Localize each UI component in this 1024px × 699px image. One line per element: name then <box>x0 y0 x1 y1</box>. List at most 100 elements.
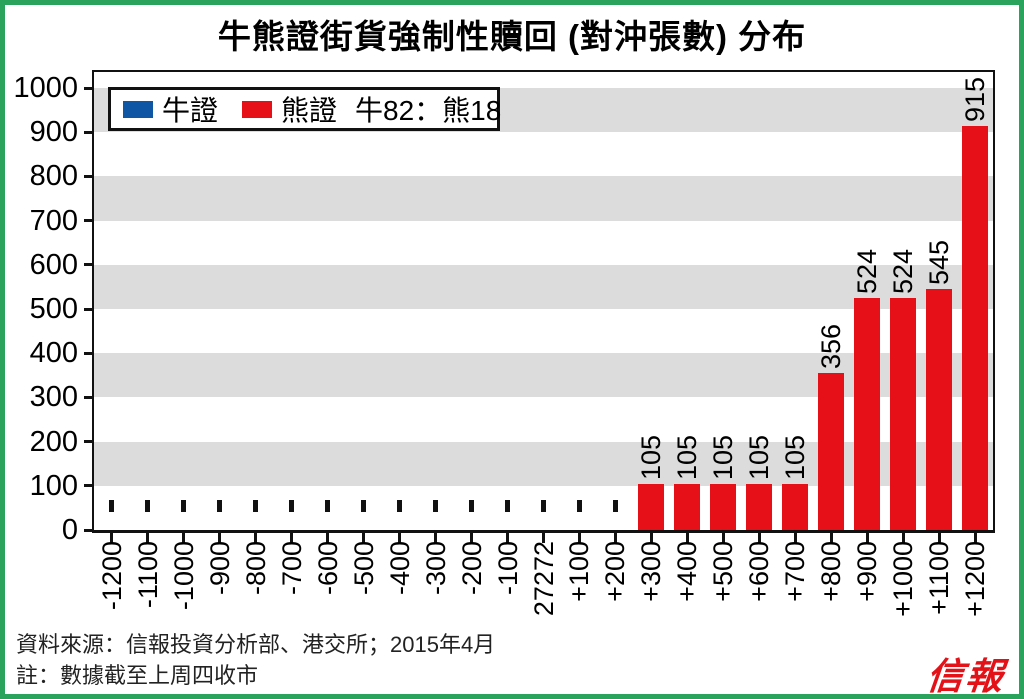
x-axis-label: +1200 <box>960 541 991 617</box>
x-axis-tick <box>362 533 366 543</box>
bear-bar <box>890 298 917 530</box>
grid-band <box>94 176 993 221</box>
x-axis-label: +1100 <box>924 541 955 615</box>
x-axis-tick <box>721 533 725 543</box>
x-axis-label: +500 <box>708 541 739 602</box>
x-axis-label: +300 <box>636 541 667 602</box>
plot-area: 105 105 105 105 105 356 524 524 545 915 <box>92 70 995 533</box>
x-axis-tick <box>326 533 330 543</box>
null-value-dash <box>612 499 618 512</box>
x-axis-tick <box>685 533 689 543</box>
x-axis-label: -800 <box>240 541 271 596</box>
x-axis-label: -200 <box>456 541 487 596</box>
x-axis-tick <box>290 533 294 543</box>
x-axis-label: +900 <box>852 541 883 602</box>
bar-value-label: 915 <box>960 76 991 122</box>
x-axis-label: -300 <box>420 541 451 596</box>
y-axis-tick <box>84 219 92 223</box>
x-axis-label: +200 <box>600 541 631 602</box>
bear-series-label: 熊證 <box>281 95 338 126</box>
null-value-dash <box>253 499 259 512</box>
x-axis-tick <box>182 533 186 543</box>
x-axis-label: +100 <box>564 541 595 602</box>
null-value-dash <box>325 499 331 512</box>
x-axis-label: -100 <box>492 541 523 596</box>
x-axis-tick <box>218 533 222 543</box>
x-axis-tick <box>757 533 761 543</box>
bear-bar <box>674 483 701 530</box>
y-axis-label: 400 <box>29 337 78 370</box>
bear-bar <box>962 125 989 530</box>
x-axis-tick <box>649 533 653 543</box>
x-axis-label: -400 <box>384 541 415 596</box>
null-value-dash <box>145 499 151 512</box>
bear-series-swatch <box>242 100 273 118</box>
y-axis-tick <box>84 395 92 399</box>
x-axis-label: -900 <box>204 541 235 596</box>
x-axis-tick <box>937 533 941 543</box>
x-axis-tick <box>506 533 510 543</box>
x-axis-label: -1000 <box>168 541 199 611</box>
data-source-text: 資料來源：信報投資分析部、港交所；2015年4月 <box>16 632 496 657</box>
bar-value-label: 524 <box>852 249 883 295</box>
bear-bar <box>782 483 809 530</box>
x-axis-tick <box>973 533 977 543</box>
y-axis-tick <box>84 174 92 178</box>
y-axis-tick <box>84 528 92 532</box>
y-axis-label: 100 <box>29 469 78 502</box>
x-axis-tick <box>434 533 438 543</box>
null-value-dash <box>397 499 403 512</box>
null-value-dash <box>505 499 511 512</box>
bull-bear-ratio-label: 牛82：熊18 <box>355 95 502 126</box>
hkej-logo: 信報 <box>924 654 1007 698</box>
y-axis-label: 600 <box>29 248 78 281</box>
bear-bar <box>854 298 881 530</box>
x-axis-tick <box>829 533 833 543</box>
x-axis-label: -500 <box>348 541 379 596</box>
y-axis-label: 300 <box>29 381 78 414</box>
bull-series-label: 牛證 <box>162 95 219 126</box>
x-axis-tick <box>110 533 114 543</box>
x-axis-label: +1000 <box>888 541 919 617</box>
bar-value-label: 105 <box>744 434 775 480</box>
grid-band <box>94 264 993 309</box>
null-value-dash <box>109 499 115 512</box>
bull-series-swatch <box>123 100 153 118</box>
null-value-dash <box>181 499 187 512</box>
bear-bar <box>710 483 737 530</box>
x-axis-label: -600 <box>312 541 343 596</box>
x-axis-label: -700 <box>276 541 307 596</box>
y-axis-label: 0 <box>61 514 78 546</box>
null-value-dash <box>469 499 475 512</box>
y-axis-label: 800 <box>29 160 78 193</box>
null-value-dash <box>361 499 367 512</box>
x-axis-tick <box>146 533 150 543</box>
null-value-dash <box>217 499 223 512</box>
y-axis-tick <box>84 440 92 444</box>
chart-title: 牛熊證街貨強制性贖回 (對沖張數) 分布 <box>217 18 807 55</box>
bear-bar <box>926 289 953 530</box>
x-axis-label: 27272 <box>528 541 559 617</box>
y-axis-label: 900 <box>29 116 78 149</box>
y-axis-tick <box>84 351 92 355</box>
x-axis-tick <box>613 533 617 543</box>
bar-value-label: 524 <box>888 249 919 295</box>
x-axis-tick <box>865 533 869 543</box>
x-axis-tick <box>901 533 905 543</box>
y-axis-tick <box>84 307 92 311</box>
footnote-text: 註：數據截至上周四收市 <box>16 663 259 688</box>
x-axis-tick <box>793 533 797 543</box>
y-axis-tick <box>84 130 92 134</box>
null-value-dash <box>433 499 439 512</box>
y-axis-label: 200 <box>29 425 78 458</box>
x-axis-label: +700 <box>780 541 811 602</box>
y-axis-label: 1000 <box>13 72 78 104</box>
x-axis-label: -1100 <box>132 541 163 609</box>
x-axis-label: -1200 <box>96 541 127 611</box>
bar-value-label: 545 <box>924 240 955 286</box>
x-axis-label: +400 <box>672 541 703 602</box>
bear-bar <box>818 372 845 530</box>
y-axis-tick <box>84 86 92 90</box>
